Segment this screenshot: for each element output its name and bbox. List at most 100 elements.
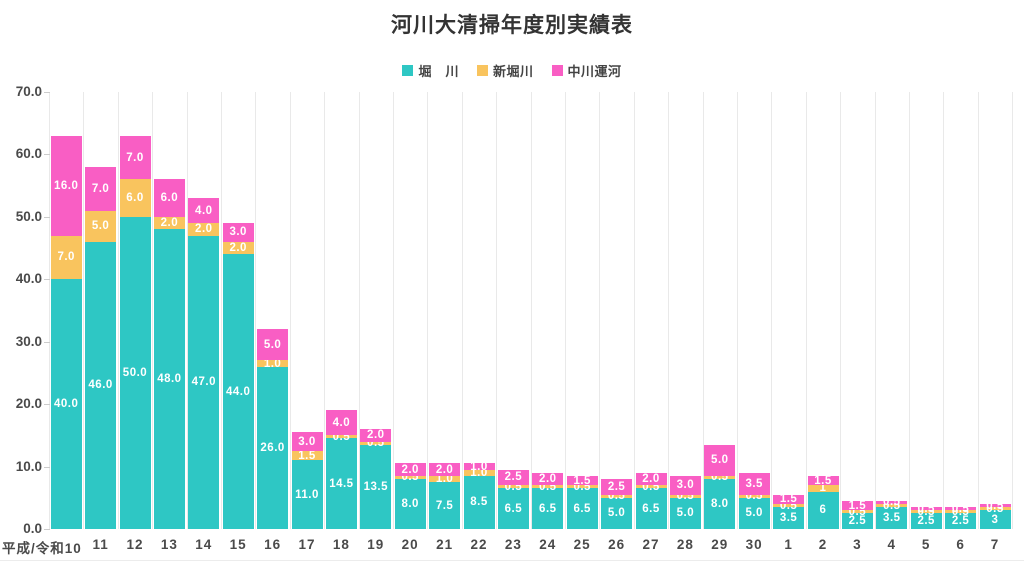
bar-value-label: 2.5 [951,515,970,528]
bar-segment-nakagawa-unga [841,500,873,511]
y-axis-tick [44,154,50,156]
bar-value-label: 1.5 [779,493,798,506]
y-axis-tick [44,216,50,218]
bar-segment-horikawa [429,482,461,529]
gridline [255,92,257,529]
x-axis-label: 3 [853,537,862,552]
x-axis-label: 16 [264,537,282,552]
y-axis-tick-label: 70.0 [15,84,42,99]
gridline [874,92,876,529]
bar-segment-horikawa [601,497,633,529]
bar-segment-horikawa [85,241,117,529]
bar-value-label: 5.0 [91,220,110,233]
bar-segment-nakagawa-unga [394,463,426,476]
bar-value-label: 1.0 [470,460,488,473]
gridline [977,92,979,529]
bar-segment-shinhorikawa [807,485,839,492]
x-axis-label: 25 [573,537,591,552]
bar-value-label: 47.0 [191,376,216,389]
bar-value-label: 11.0 [295,488,319,501]
bar-value-label: 8.0 [711,498,729,511]
x-axis-label: 12 [126,537,144,552]
bar-segment-horikawa [291,460,323,529]
gridline [152,92,154,529]
bar-value-label: 7.0 [91,182,110,195]
bar-segment-horikawa [876,507,908,529]
bar-segment-shinhorikawa [635,485,667,489]
bar-segment-shinhorikawa [50,235,82,280]
bar-segment-shinhorikawa [257,360,289,367]
bar-segment-shinhorikawa [119,179,151,217]
y-axis-tick-label: 30.0 [15,333,42,349]
y-axis-tick [44,92,50,93]
legend-swatch-shinhorikawa [476,65,488,76]
bar-segment-nakagawa-unga [601,479,633,495]
bar-segment-horikawa [257,366,289,529]
bar-segment-horikawa [945,513,977,529]
bar-value-label: 1.5 [573,474,591,487]
bar-value-label: 2.5 [848,515,867,528]
bar-segment-nakagawa-unga [635,472,667,486]
legend-swatch-nakagawa-unga [551,65,563,76]
bar-value-label: 5.0 [745,507,763,520]
bar-segment-shinhorikawa [773,504,805,508]
bar-segment-nakagawa-unga [119,135,151,180]
bar-segment-nakagawa-unga [360,429,392,442]
bar-segment-horikawa [807,491,839,529]
bar-value-label: 1.5 [298,449,316,462]
gridline [943,92,945,529]
bar-segment-shinhorikawa [497,485,529,489]
bar-segment-shinhorikawa [291,450,323,461]
legend-item-nakagawa-unga: 中川運河 [551,61,622,80]
legend-label-horikawa: 堀 川 [418,64,459,79]
bar-value-label: 2.0 [160,217,179,230]
x-axis-label: 24 [539,537,557,552]
legend-item-shinhorikawa: 新堀川 [476,61,534,80]
bar-segment-nakagawa-unga [532,472,564,486]
bar-value-label: 16.0 [53,179,79,192]
bar-value-label: 2.0 [642,473,660,486]
bar-segment-shinhorikawa [325,435,357,439]
bar-value-label: 3 [991,513,999,526]
bar-value-label: 6.5 [642,502,660,515]
legend-label-nakagawa-unga: 中川運河 [567,64,622,79]
bar-segment-horikawa [738,497,770,529]
bar-segment-horikawa [532,488,564,529]
bar-value-label: 48.0 [157,373,182,386]
bar-segment-nakagawa-unga [773,494,805,505]
bar-value-label: 1.0 [470,466,488,479]
bar-value-label: 3.5 [745,477,763,490]
bar-value-label: 0.5 [883,496,901,509]
bar-value-label: 3.0 [298,435,316,448]
bar-segment-shinhorikawa [704,475,736,480]
bar-segment-nakagawa-unga [222,223,254,242]
bar-value-label: 0.5 [986,499,1004,512]
bar-value-label: 2.0 [229,242,247,255]
bar-value-label: 1.5 [814,474,832,487]
bar-segment-nakagawa-unga [807,475,839,486]
bar-segment-horikawa [153,229,185,529]
bar-value-label: 2.5 [607,480,626,493]
x-axis-label: 平成/令和10 [2,541,82,556]
chart-title: 河川大清掃年度別実績表 [391,14,633,37]
bar-value-label: 6.5 [504,502,523,515]
gridline [427,92,429,529]
y-axis-tick [44,341,50,343]
bar-value-label: 50.0 [122,366,148,379]
bar-segment-horikawa [566,488,598,529]
bar-segment-horikawa [360,444,392,529]
gridline [83,92,85,529]
x-axis-label: 23 [504,537,522,552]
bar-value-label: 5.0 [607,507,626,520]
bar-segment-nakagawa-unga [188,198,220,224]
bar-segment-nakagawa-unga [463,463,495,470]
bar-value-label: 2.5 [504,471,523,484]
bar-value-label: 6.5 [539,502,557,515]
bar-segment-shinhorikawa [945,510,977,514]
bar-value-label: 3.0 [229,226,247,239]
bar-segment-horikawa [325,438,357,529]
x-axis-label: 5 [921,537,931,552]
bar-value-label: 6.0 [160,192,179,205]
gridline [358,92,360,529]
gridline [117,92,119,529]
